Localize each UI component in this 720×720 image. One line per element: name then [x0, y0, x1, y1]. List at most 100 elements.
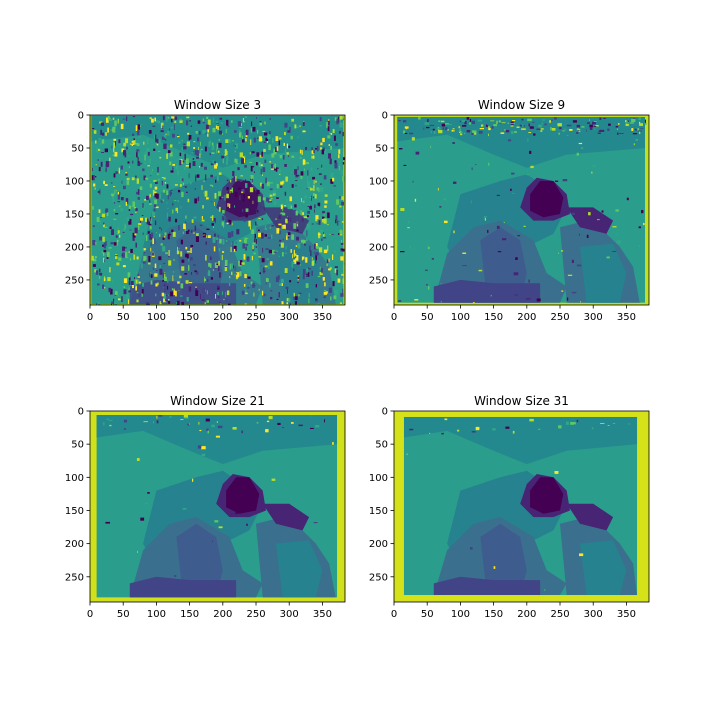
x-tick-label: 0: [391, 312, 397, 323]
y-tick-label: 150: [369, 506, 388, 517]
noise-pixel: [215, 239, 217, 244]
noise-pixel: [137, 124, 140, 130]
noise-pixel: [127, 161, 130, 164]
noise-pixel: [322, 233, 325, 237]
noise-pixel: [169, 234, 172, 236]
noise-pixel: [163, 262, 166, 264]
noise-pixel: [221, 122, 223, 124]
noise-pixel: [252, 245, 254, 250]
noise-pixel: [244, 165, 247, 168]
noise-pixel: [219, 195, 222, 200]
noise-pixel: [210, 256, 212, 260]
noise-pixel: [441, 123, 446, 127]
noise-pixel: [126, 116, 128, 122]
noise-pixel: [326, 259, 329, 263]
noise-pixel: [286, 233, 290, 237]
noise-pixel: [149, 199, 151, 203]
y-tick-label: 50: [71, 440, 84, 451]
noise-pixel: [586, 129, 587, 132]
noise-pixel: [594, 128, 596, 130]
x-tick-label: 50: [117, 609, 130, 620]
noise-pixel: [328, 258, 330, 262]
noise-pixel: [221, 221, 225, 226]
noise-pixel: [252, 242, 256, 245]
noise-pixel: [185, 280, 189, 284]
noise-pixel: [172, 271, 175, 273]
noise-pixel: [146, 195, 149, 200]
noise-pixel: [311, 195, 312, 201]
noise-pixel: [242, 135, 243, 141]
noise-pixel: [113, 209, 116, 212]
noise-pixel: [486, 125, 488, 127]
noise-pixel: [143, 248, 146, 251]
noise-pixel: [269, 188, 273, 191]
noise-pixel: [398, 300, 402, 302]
noise-pixel: [469, 119, 472, 122]
noise-pixel: [219, 117, 223, 120]
noise-pixel: [193, 147, 195, 149]
noise-pixel: [156, 120, 159, 123]
x-tick-label: 100: [147, 609, 166, 620]
noise-pixel: [496, 225, 500, 229]
noise-pixel: [287, 236, 290, 239]
noise-pixel: [471, 120, 475, 124]
noise-pixel: [529, 126, 534, 129]
noise-pixel: [154, 220, 157, 226]
noise-pixel: [332, 442, 334, 445]
noise-pixel: [278, 137, 282, 140]
noise-pixel: [205, 418, 210, 422]
noise-pixel: [311, 147, 313, 153]
noise-pixel: [283, 224, 286, 229]
noise-pixel: [274, 200, 277, 205]
noise-pixel: [330, 145, 332, 150]
noise-pixel: [136, 299, 139, 303]
noise-pixel: [106, 251, 110, 258]
noise-pixel: [487, 229, 489, 233]
noise-pixel: [137, 197, 140, 200]
noise-pixel: [206, 116, 209, 119]
x-tick-label: 350: [313, 312, 332, 323]
noise-pixel: [561, 250, 564, 252]
noise-pixel: [225, 239, 228, 242]
noise-pixel: [571, 291, 577, 294]
noise-pixel: [156, 193, 159, 199]
noise-pixel: [91, 175, 94, 181]
noise-pixel: [186, 231, 189, 234]
noise-pixel: [240, 175, 243, 177]
noise-pixel: [187, 198, 190, 203]
noise-pixel: [527, 138, 529, 142]
noise-pixel: [639, 121, 641, 125]
noise-pixel: [216, 421, 218, 423]
noise-pixel: [292, 254, 293, 259]
noise-pixel: [117, 194, 120, 200]
noise-pixel: [232, 244, 235, 248]
noise-pixel: [339, 165, 341, 171]
noise-pixel: [302, 212, 304, 215]
noise-pixel: [408, 220, 410, 224]
noise-pixel: [169, 190, 171, 197]
noise-pixel: [162, 272, 164, 278]
noise-pixel: [243, 283, 246, 287]
noise-pixel: [332, 177, 335, 182]
noise-pixel: [144, 162, 146, 165]
noise-pixel: [255, 165, 257, 168]
noise-pixel: [155, 179, 158, 182]
noise-pixel: [209, 153, 211, 156]
noise-pixel: [231, 140, 234, 142]
noise-pixel: [481, 124, 484, 127]
noise-pixel: [265, 278, 269, 282]
noise-pixel: [635, 139, 639, 141]
noise-pixel: [264, 228, 268, 230]
noise-pixel: [168, 150, 171, 153]
noise-pixel: [261, 218, 264, 221]
noise-pixel: [138, 293, 141, 297]
noise-pixel: [284, 205, 287, 207]
noise-pixel: [342, 288, 344, 294]
noise-pixel: [208, 141, 211, 147]
x-tick-label: 100: [451, 312, 470, 323]
noise-pixel: [326, 122, 330, 128]
noise-pixel: [228, 222, 230, 225]
noise-pixel: [114, 151, 118, 157]
noise-pixel: [228, 303, 231, 305]
noise-pixel: [438, 130, 443, 134]
